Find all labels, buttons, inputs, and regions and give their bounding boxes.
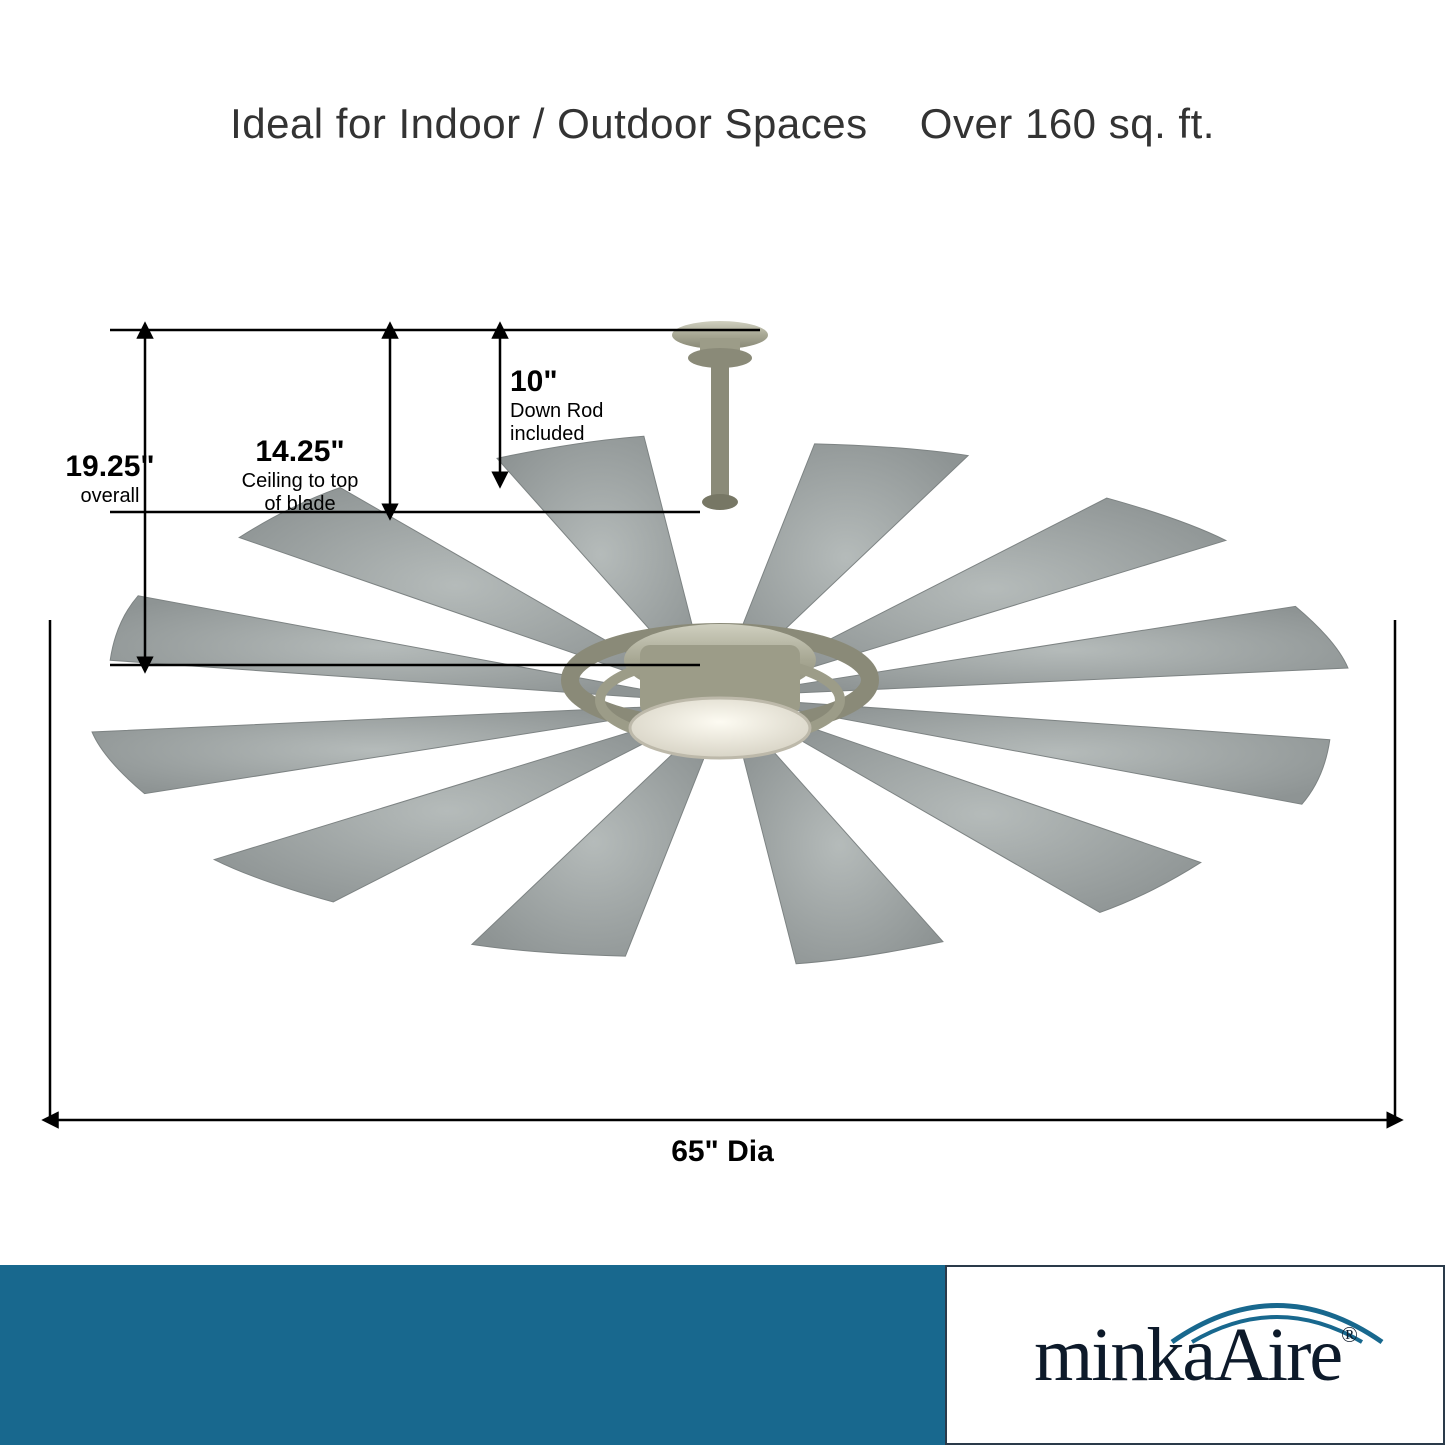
fan-downrod-assembly: [672, 321, 768, 510]
diagram-svg: [0, 180, 1445, 1180]
brand-registered-icon: ®: [1341, 1322, 1356, 1347]
dim-ceiling-to-blade: 14.25" Ceiling to top of blade: [190, 435, 410, 516]
dim-ceiling-to-blade-value: 14.25": [190, 435, 410, 470]
brand-logo: minkaAire®: [945, 1265, 1445, 1445]
brand-logo-text: minkaAire®: [1034, 1312, 1356, 1399]
dim-downrod-desc: Down Rod included: [510, 400, 660, 446]
dim-ceiling-to-blade-desc: Ceiling to top of blade: [190, 470, 410, 516]
dim-downrod-value: 10": [510, 365, 660, 400]
headline: Ideal for Indoor / Outdoor Spaces Over 1…: [0, 100, 1445, 148]
footer-bar: minkaAire®: [0, 1265, 1445, 1445]
dim-overall-height: 19.25" overall: [40, 450, 180, 508]
brand-part1: minka: [1034, 1313, 1214, 1397]
brand-part2: Aire: [1214, 1313, 1341, 1397]
headline-part1: Ideal for Indoor / Outdoor Spaces: [230, 100, 868, 148]
dim-downrod: 10" Down Rod included: [510, 365, 660, 446]
dim-overall-height-desc: overall: [40, 485, 180, 508]
headline-part2: Over 160 sq. ft.: [920, 100, 1215, 148]
dim-overall-height-value: 19.25": [40, 450, 180, 485]
dim-diameter: 65" Dia: [0, 1135, 1445, 1170]
fan-dimension-diagram: 19.25" overall 14.25" Ceiling to top of …: [0, 180, 1445, 1180]
dim-diameter-value: 65" Dia: [0, 1135, 1445, 1170]
